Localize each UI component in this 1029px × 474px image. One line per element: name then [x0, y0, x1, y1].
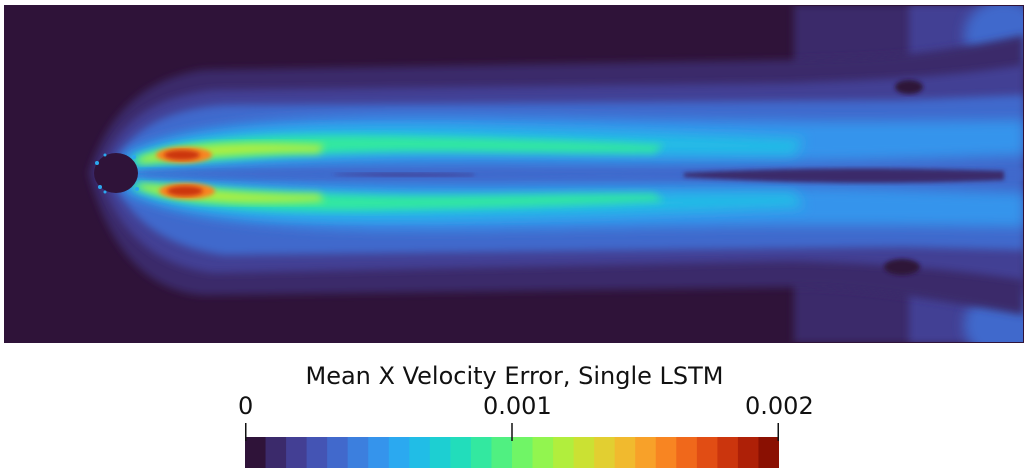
colorbar-band — [717, 437, 739, 468]
colorbar-band — [265, 437, 287, 468]
colorbar-band — [573, 437, 595, 468]
colorbar-band — [347, 437, 369, 468]
colorbar-band — [696, 437, 718, 468]
colorbar-band — [245, 437, 267, 468]
colorbar-band — [614, 437, 636, 468]
colorbar-band — [368, 437, 390, 468]
colorbar-band — [306, 437, 328, 468]
colorbar-band — [635, 437, 657, 468]
colorbar-band — [470, 437, 493, 468]
colorbar-band — [491, 437, 513, 468]
colorbar-tick-label-min: 0 — [238, 392, 254, 420]
colorbar-band — [758, 437, 779, 468]
colorbar-band — [429, 437, 451, 468]
colorbar-band — [676, 437, 698, 468]
colorbar-tick-label-max: 0.002 — [745, 392, 814, 420]
colorbar-band — [327, 437, 349, 468]
colorbar-band — [532, 437, 554, 468]
colorbar-bands — [245, 437, 779, 468]
colorbar-band — [409, 437, 431, 468]
colorbar-band — [388, 437, 410, 468]
colorbar-band — [512, 437, 534, 468]
cylinder — [94, 153, 138, 193]
colorbar-ticks — [245, 423, 779, 441]
colorbar-band — [594, 437, 616, 468]
colorbar-tick-label-mid: 0.001 — [483, 392, 552, 420]
velocity-error-field — [4, 5, 1024, 343]
colorbar-band — [553, 437, 575, 468]
colorbar-band — [655, 437, 677, 468]
colorbar-band — [450, 437, 472, 468]
colorbar — [245, 423, 779, 468]
colorbar-band — [737, 437, 760, 468]
colorbar-band — [286, 437, 308, 468]
colorbar-title: Mean X Velocity Error, Single LSTM — [305, 362, 724, 390]
